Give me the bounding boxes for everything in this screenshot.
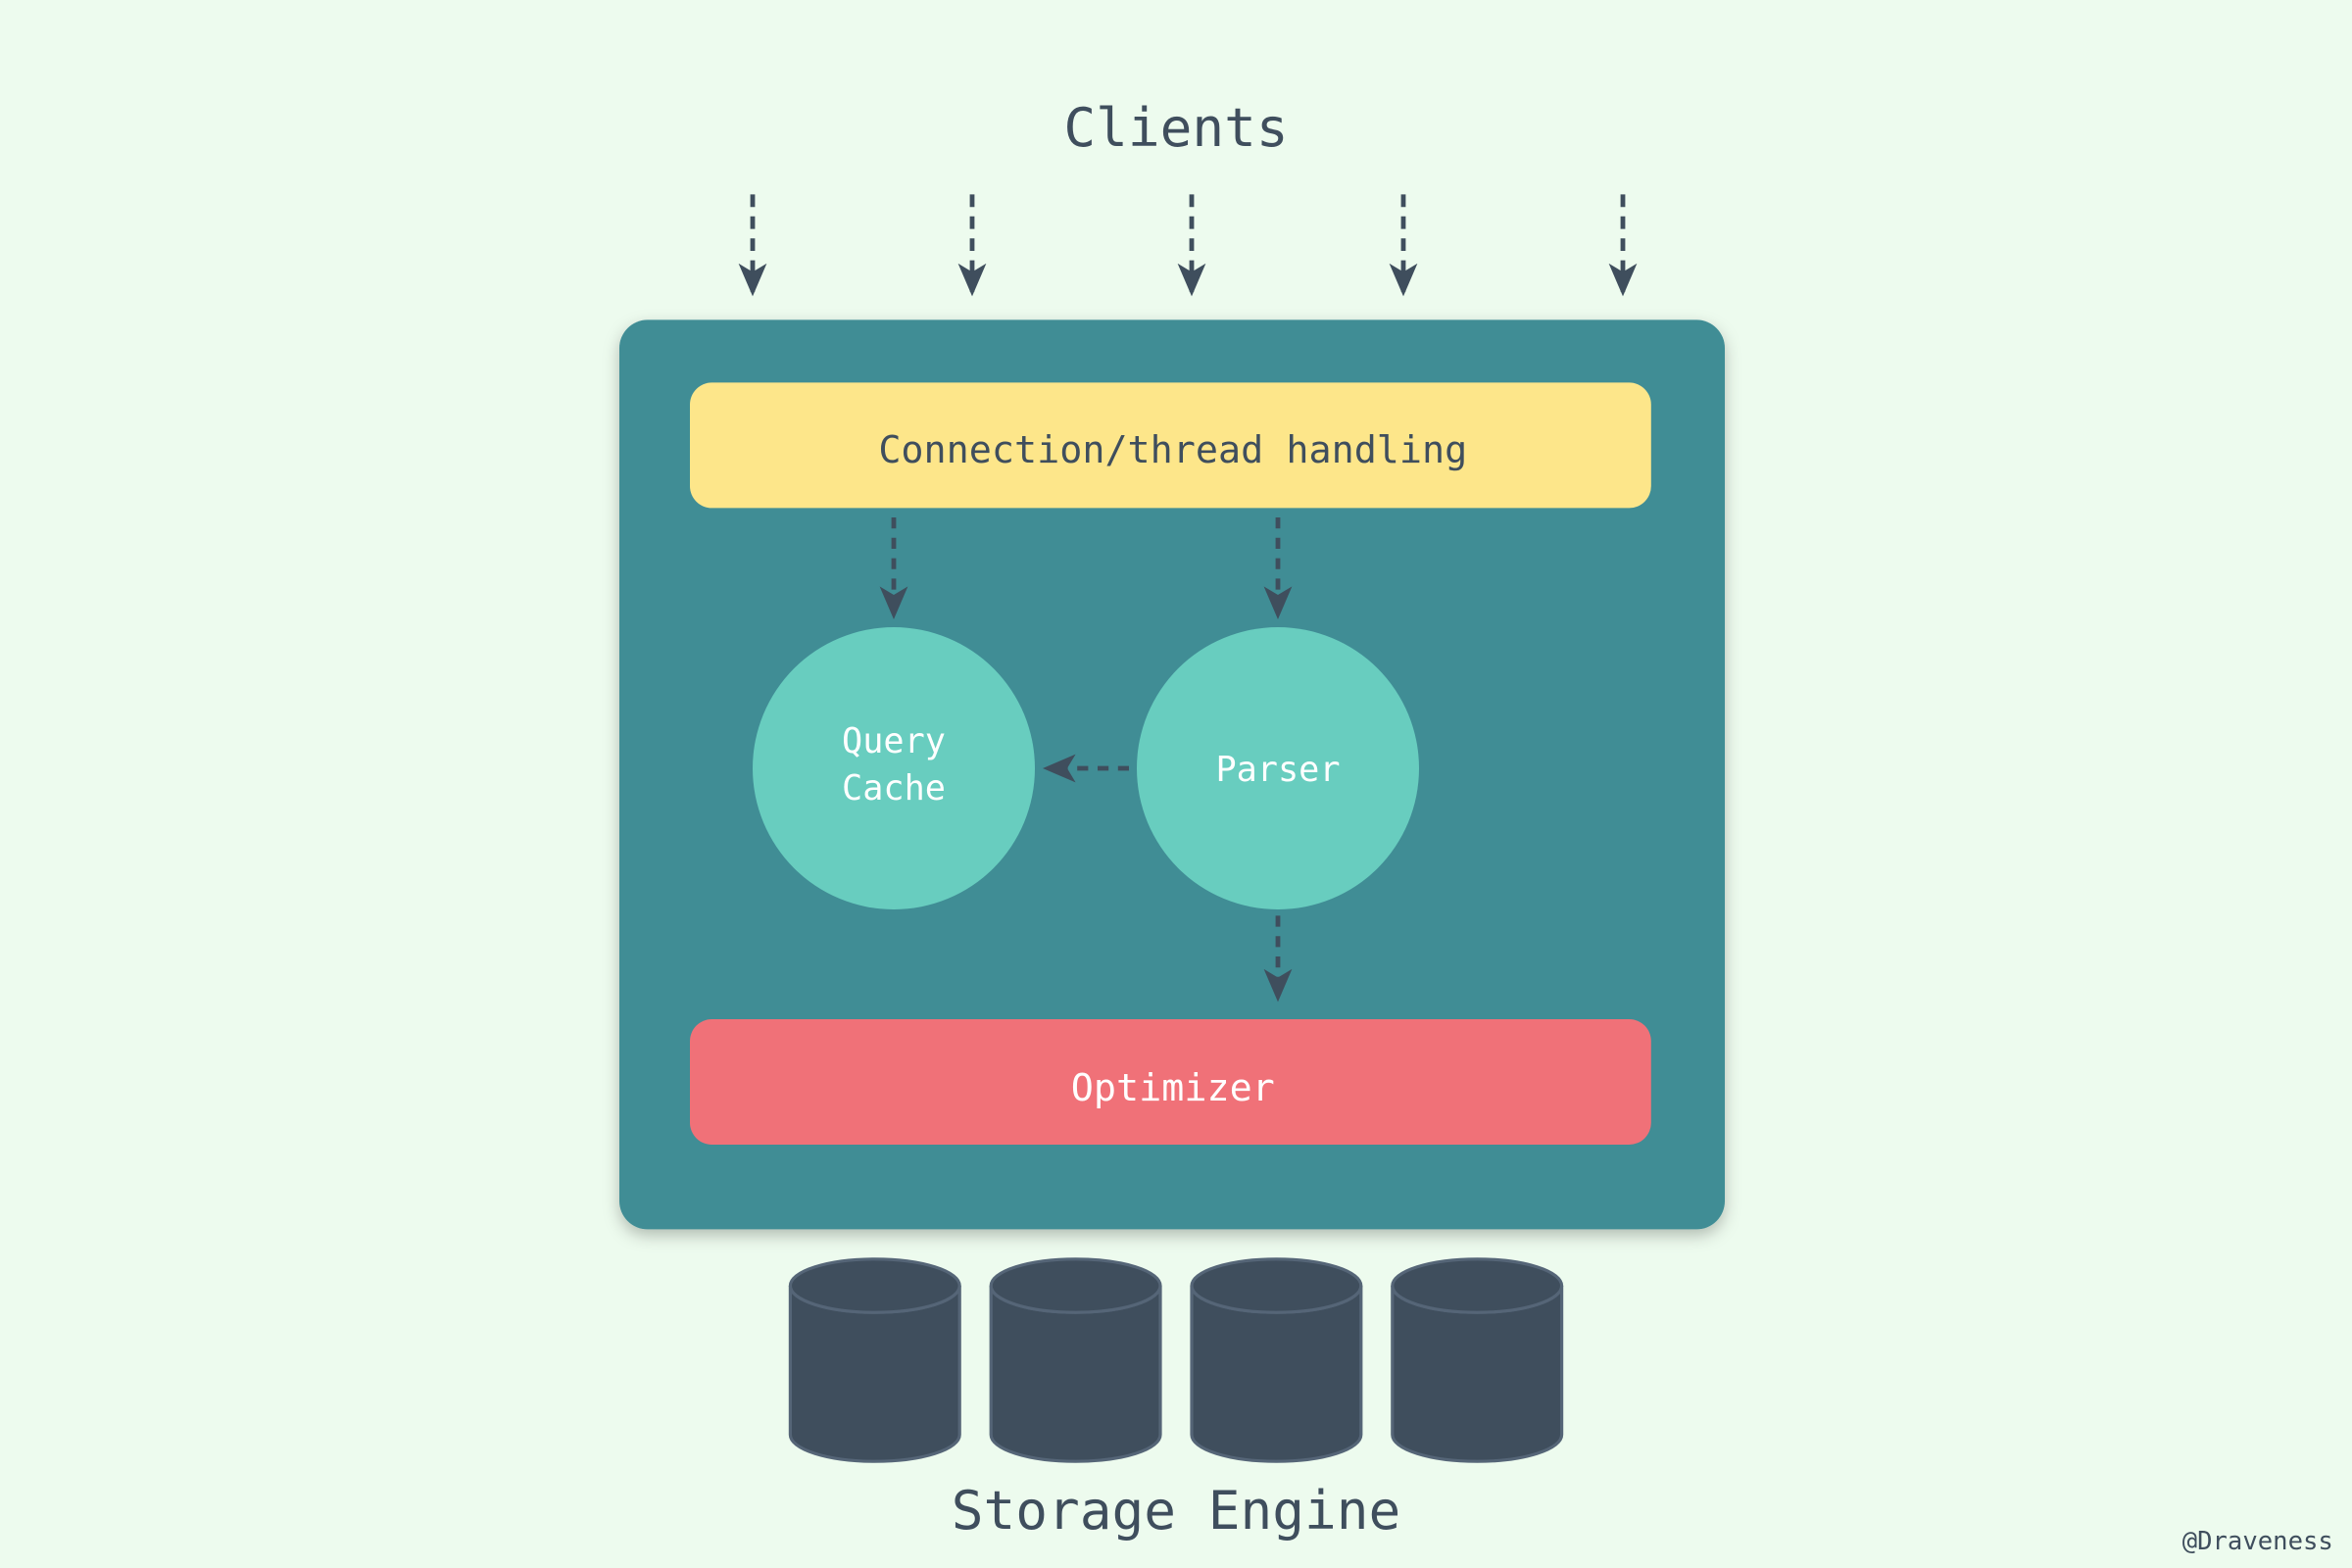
query-cache-label-1: Query: [842, 721, 946, 761]
optimizer-label: Optimizer: [1071, 1066, 1275, 1110]
diagram-svg: Clients Connection/thread handling Query Ca…: [0, 0, 2352, 1568]
clients-title: Clients: [1063, 97, 1288, 159]
connection-label: Connection/thread handling: [878, 428, 1467, 472]
parser-label: Parser: [1215, 750, 1340, 790]
diagram-canvas: Clients Connection/thread handling Query Ca…: [0, 0, 2352, 1568]
storage-cylinder-3: [1393, 1259, 1562, 1461]
query-cache-label-2: Cache: [842, 768, 946, 808]
storage-cylinder-1: [991, 1259, 1160, 1461]
watermark: @Draveness: [2182, 1527, 2333, 1556]
storage-engine-label: Storage Engine: [952, 1480, 1400, 1542]
storage-cylinder-2: [1192, 1259, 1361, 1461]
storage-cylinder-0: [790, 1259, 959, 1461]
